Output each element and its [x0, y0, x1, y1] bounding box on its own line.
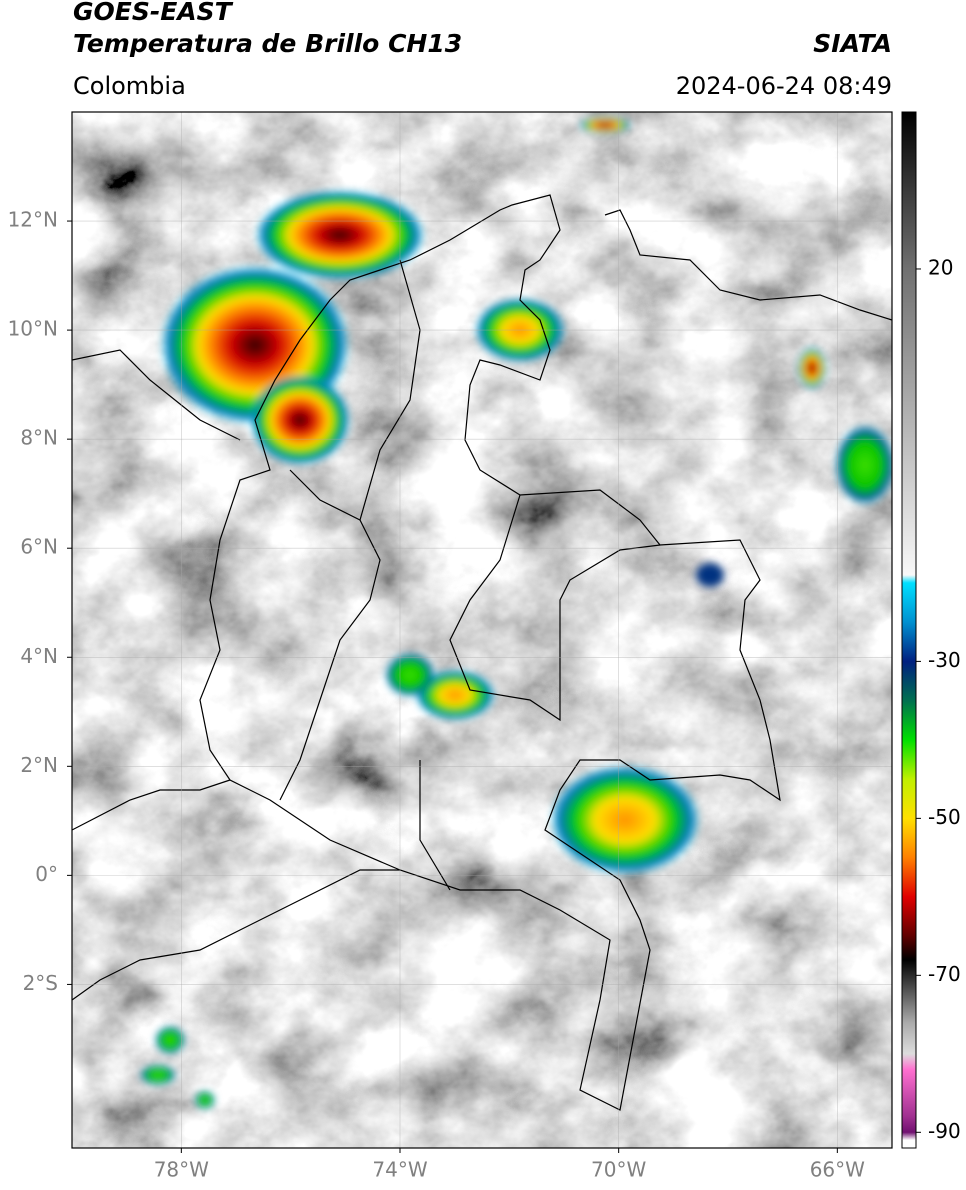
region: Colombia	[73, 72, 186, 100]
y-tick-label: 2°S	[23, 971, 58, 995]
y-tick-label: 2°N	[20, 753, 58, 777]
y-tick-label: 12°N	[8, 208, 58, 232]
borders	[72, 194, 892, 1111]
x-tick-label: 70°W	[591, 1158, 646, 1182]
x-tick-label: 66°W	[810, 1158, 865, 1182]
datetime: 2024-06-24 08:49	[676, 72, 892, 100]
map-frame	[71, 111, 893, 1149]
source: SIATA	[813, 29, 892, 58]
colorbar-tick-label: 20	[928, 255, 953, 279]
colorbar-tick-label: -70	[928, 962, 961, 986]
colorbar-tick-label: -50	[928, 805, 961, 829]
y-tick-label: 10°N	[8, 317, 58, 341]
y-tick-label: 0°	[35, 862, 58, 886]
map-image	[72, 112, 892, 1148]
colorbar-tick-label: -90	[928, 1119, 961, 1143]
y-tick-label: 8°N	[20, 426, 58, 450]
x-tick-label: 74°W	[372, 1158, 427, 1182]
colorbar	[901, 111, 917, 1149]
grid	[72, 112, 892, 1148]
title: GOES-EAST	[73, 0, 234, 26]
x-tick-label: 78°W	[154, 1158, 209, 1182]
y-tick-label: 4°N	[20, 644, 58, 668]
cloud-texture	[72, 112, 892, 1148]
storms	[140, 117, 892, 1109]
y-tick-label: 6°N	[20, 535, 58, 559]
colorbar-tick-label: -30	[928, 648, 961, 672]
subtitle: Temperatura de Brillo CH13	[73, 29, 462, 58]
